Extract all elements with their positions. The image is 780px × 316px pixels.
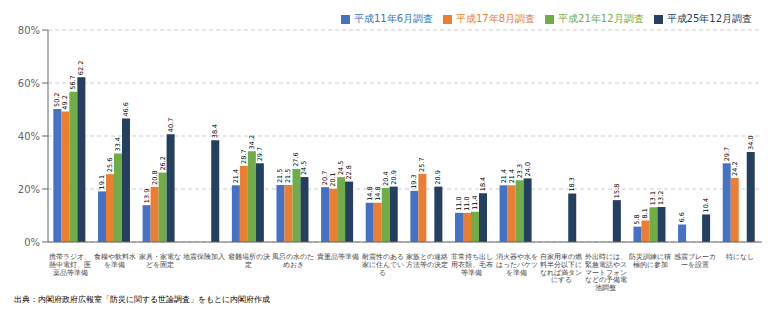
svg-text:29.7: 29.7 <box>723 147 731 161</box>
svg-text:62.2: 62.2 <box>77 61 85 75</box>
svg-text:24.0: 24.0 <box>524 162 532 176</box>
svg-text:50.2: 50.2 <box>53 92 61 106</box>
svg-text:消火器や水をはったバケツを準備: 消火器や水をはったバケツを準備 <box>496 253 538 277</box>
svg-text:25.6: 25.6 <box>106 158 114 172</box>
svg-text:自家用車の燃料半分以下になれば満タンにする: 自家用車の燃料半分以下になれば満タンにする <box>540 253 582 284</box>
html-text:平成21年12月調査: 平成21年12月調査 <box>558 13 644 24</box>
svg-text:15.8: 15.8 <box>613 184 621 198</box>
svg-text:8.1: 8.1 <box>641 208 649 218</box>
svg-text:20.8: 20.8 <box>151 170 159 184</box>
svg-text:40%: 40% <box>18 131 40 142</box>
svg-text:24.5: 24.5 <box>300 161 308 175</box>
svg-text:20.9: 20.9 <box>390 170 398 184</box>
svg-text:34.2: 34.2 <box>248 135 256 149</box>
svg-text:33.4: 33.4 <box>114 137 122 151</box>
svg-text:22.8: 22.8 <box>345 165 353 179</box>
svg-text:0%: 0% <box>24 237 40 248</box>
svg-text:10.4: 10.4 <box>702 198 710 212</box>
svg-text:貴重品等準備: 貴重品等準備 <box>317 253 359 261</box>
svg-text:避難場所の決定: 避難場所の決定 <box>228 253 270 269</box>
svg-text:24.2: 24.2 <box>731 161 739 175</box>
svg-text:80%: 80% <box>18 25 40 36</box>
svg-text:60%: 60% <box>18 78 40 89</box>
svg-text:5.8: 5.8 <box>633 214 641 224</box>
svg-text:6.6: 6.6 <box>678 212 686 222</box>
svg-text:14.8: 14.8 <box>374 186 382 200</box>
svg-text:25.7: 25.7 <box>418 157 426 171</box>
svg-text:21.5: 21.5 <box>276 169 284 183</box>
svg-text:防災訓練に積極的に参加: 防災訓練に積極的に参加 <box>629 253 671 269</box>
svg-text:18.3: 18.3 <box>568 177 576 191</box>
svg-text:19.3: 19.3 <box>410 174 418 188</box>
svg-text:19.1: 19.1 <box>98 175 106 189</box>
svg-text:特になし: 特になし <box>726 253 754 261</box>
svg-text:49.2: 49.2 <box>61 95 69 109</box>
svg-text:27.6: 27.6 <box>292 152 300 166</box>
svg-text:11.4: 11.4 <box>471 195 479 209</box>
svg-text:21.4: 21.4 <box>232 169 240 183</box>
svg-text:28.7: 28.7 <box>240 149 248 163</box>
svg-text:21.4: 21.4 <box>508 169 516 183</box>
svg-text:56.7: 56.7 <box>69 75 77 89</box>
svg-text:11.0: 11.0 <box>463 196 471 210</box>
svg-text:13.1: 13.1 <box>649 191 657 205</box>
html-text:平成25年12月調査: 平成25年12月調査 <box>666 13 752 24</box>
svg-text:家具・家電などを固定: 家具・家電などを固定 <box>139 253 181 269</box>
svg-text:34.0: 34.0 <box>747 135 755 149</box>
svg-text:感震ブレーカーを設置: 感震ブレーカーを設置 <box>674 253 716 269</box>
svg-text:20.9: 20.9 <box>434 170 442 184</box>
svg-text:耐震性のある家に住んでいる: 耐震性のある家に住んでいる <box>362 253 404 277</box>
svg-text:14.8: 14.8 <box>366 186 374 200</box>
svg-text:11.0: 11.0 <box>455 196 463 210</box>
svg-text:非常持ち出し用衣類、毛布等準備: 非常持ち出し用衣類、毛布等準備 <box>451 253 493 277</box>
svg-text:20.4: 20.4 <box>382 171 390 185</box>
svg-text:23.3: 23.3 <box>516 164 524 178</box>
svg-text:地震保険加入: 地震保険加入 <box>182 253 225 261</box>
svg-text:13.9: 13.9 <box>143 189 151 203</box>
svg-text:26.2: 26.2 <box>159 156 167 170</box>
svg-text:40.7: 40.7 <box>167 118 175 132</box>
svg-text:携帯ラジオ、懸中電灯、医薬品等準備: 携帯ラジオ、懸中電灯、医薬品等準備 <box>48 253 91 277</box>
svg-text:家族との連絡方法等の決定: 家族との連絡方法等の決定 <box>406 253 448 269</box>
html-text:平成11年6月調査: 平成11年6月調査 <box>353 13 433 24</box>
svg-text:13.2: 13.2 <box>657 191 665 205</box>
svg-text:18.4: 18.4 <box>479 177 487 191</box>
svg-text:20%: 20% <box>18 184 40 195</box>
svg-text:20.1: 20.1 <box>329 172 337 186</box>
svg-text:21.4: 21.4 <box>500 169 508 183</box>
svg-text:38.4: 38.4 <box>211 124 219 138</box>
html-text:平成17年8月調査: 平成17年8月調査 <box>456 13 536 24</box>
svg-text:風呂の水のためおき: 風呂の水のためおき <box>272 253 314 269</box>
html-text:出典：内閣府政府広報室「防災に関する世論調査」をもとに内閣府: 出典：内閣府政府広報室「防災に関する世論調査」をもとに内閣府作成 <box>14 295 270 304</box>
svg-text:外出時には、緊急電話やスマートフォンなどの予備電池調整: 外出時には、緊急電話やスマートフォンなどの予備電池調整 <box>585 253 627 292</box>
svg-text:29.7: 29.7 <box>256 147 264 161</box>
svg-text:46.6: 46.6 <box>122 102 130 116</box>
svg-text:24.5: 24.5 <box>337 161 345 175</box>
svg-text:21.5: 21.5 <box>284 169 292 183</box>
svg-text:20.7: 20.7 <box>321 171 329 185</box>
svg-text:食糧や飲料水を準備: 食糧や飲料水を準備 <box>94 253 136 269</box>
